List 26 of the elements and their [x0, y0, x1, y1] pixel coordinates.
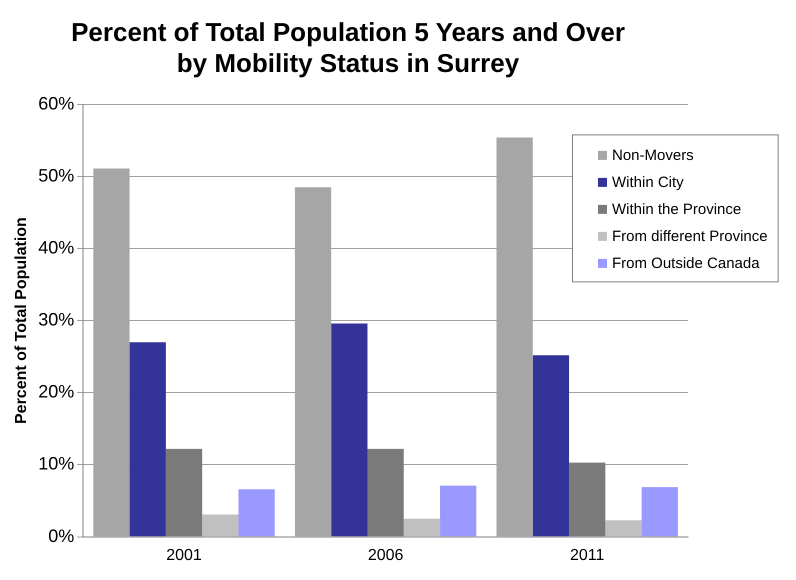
legend-label: Within the Province [612, 201, 742, 218]
y-tick-label: 20% [38, 382, 74, 402]
bar [238, 489, 275, 536]
bar [642, 487, 678, 536]
y-tick-label: 50% [38, 165, 74, 186]
y-axis-title: Percent of Total Population [13, 217, 30, 424]
y-tick-label: 0% [48, 526, 74, 546]
bar [202, 514, 238, 536]
legend-label: Non-Movers [612, 147, 694, 164]
y-tick-label: 40% [38, 238, 74, 258]
bar [532, 355, 570, 536]
y-tick-label: 60% [38, 93, 74, 114]
chart-title: Percent of Total Population 5 Years and Over by Mobility Status in Surrey [71, 16, 625, 78]
bar [331, 323, 368, 536]
bar [440, 486, 476, 536]
y-tick-label: 10% [38, 454, 74, 474]
bar [404, 518, 440, 536]
legend-label: Within City [612, 174, 684, 192]
legend-label: From different Province [612, 228, 768, 246]
bar [605, 520, 642, 536]
x-tick-label: 2006 [368, 546, 404, 564]
bar [130, 342, 166, 536]
x-tick-label: 2001 [166, 546, 202, 564]
x-tick-label: 2011 [570, 546, 605, 564]
y-tick-label: 30% [38, 310, 74, 330]
legend-label: From Outside Canada [612, 255, 760, 272]
